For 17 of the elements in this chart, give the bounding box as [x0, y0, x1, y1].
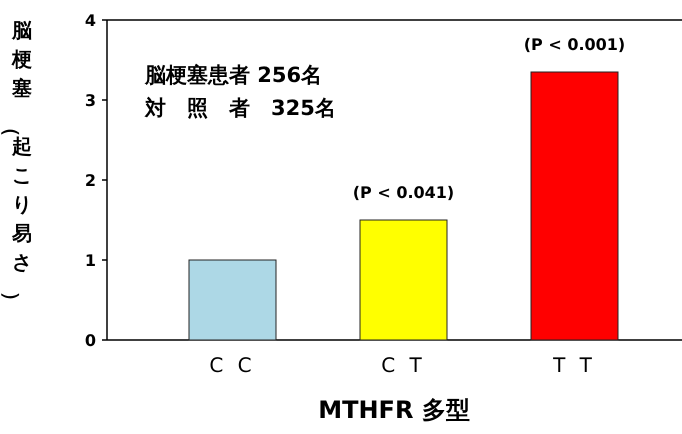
- x-tick-label: C T: [381, 353, 426, 377]
- y-tick-label: 0: [84, 331, 96, 350]
- bar: [188, 260, 276, 340]
- annotation: (P < 0.041): [352, 183, 454, 202]
- annotation: (P < 0.001): [524, 35, 626, 54]
- text: 脳梗塞（起こり易さ）: [0, 18, 32, 311]
- y-tick-label: 3: [84, 91, 96, 110]
- annotation: 対 照 者 325名: [144, 96, 336, 120]
- y-tick-label: 1: [84, 251, 96, 270]
- x-tick-label: T T: [552, 353, 596, 377]
- x-axis-title: MTHFR 多型: [318, 396, 470, 424]
- y-tick-label: 2: [84, 171, 96, 190]
- x-tick-label: C C: [209, 353, 256, 377]
- bar: [530, 72, 618, 340]
- annotation: 脳梗塞患者 256名: [144, 63, 322, 87]
- y-tick-label: 4: [84, 11, 96, 30]
- bar: [360, 220, 448, 340]
